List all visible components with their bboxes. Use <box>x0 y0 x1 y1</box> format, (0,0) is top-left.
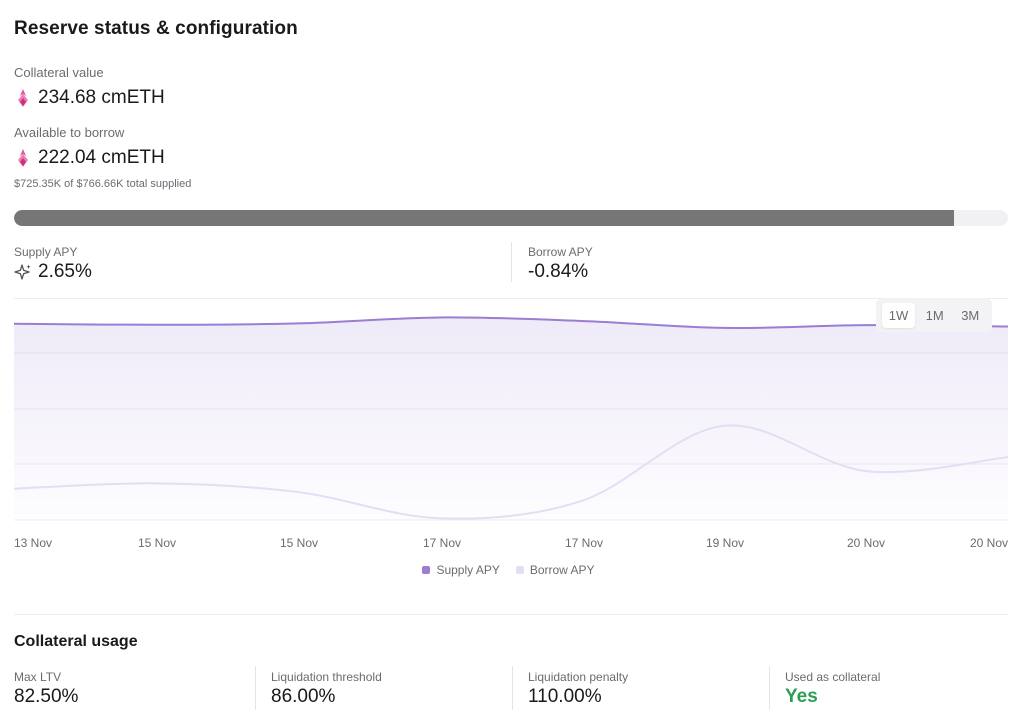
x-tick-label: 17 Nov <box>423 536 462 550</box>
total-supplied-note: $725.35K of $766.66K total supplied <box>14 178 192 190</box>
supply-apy-text: 2.65% <box>38 261 92 282</box>
x-tick-label: 17 Nov <box>565 536 604 550</box>
collateral-value-text: 234.68 cmETH <box>38 87 165 108</box>
liquidation-penalty-value: 110.00% <box>528 686 602 707</box>
x-tick-label: 13 Nov <box>14 536 53 550</box>
legend-swatch-borrow <box>515 566 524 574</box>
apy-chart <box>13 316 1009 521</box>
liquidation-penalty-label: Liquidation penalty <box>528 670 629 684</box>
supply-progress-fill <box>14 210 955 226</box>
cmeth-token-icon <box>18 149 28 167</box>
page-title: Reserve status & configuration <box>14 18 298 39</box>
apy-divider <box>511 242 512 282</box>
borrow-apy-value: -0.84% <box>528 261 588 283</box>
section-divider <box>14 614 1008 615</box>
supply-apy-value: 2.65% <box>14 261 92 283</box>
chart-top-divider <box>14 298 1008 299</box>
liquidation-threshold-value: 86.00% <box>271 686 336 707</box>
supply-progress-bar <box>14 210 1008 226</box>
x-tick-label: 15 Nov <box>280 536 319 550</box>
legend-swatch-supply <box>422 566 431 574</box>
supply-apy-area <box>14 317 1008 520</box>
timeframe-3m-button[interactable]: 3M <box>961 307 980 323</box>
legend-label-borrow: Borrow APY <box>529 563 595 577</box>
x-tick-label: 20 Nov <box>847 536 886 550</box>
supply-apy-line <box>13 316 1009 330</box>
stat-divider <box>512 666 513 710</box>
available-to-borrow-text: 222.04 cmETH <box>38 147 165 168</box>
x-tick-label: 20 Nov <box>970 536 1009 550</box>
legend-supply-apy[interactable]: Supply APY <box>422 563 500 577</box>
collateral-usage-title: Collateral usage <box>14 633 138 650</box>
used-as-collateral-value: Yes <box>785 686 818 707</box>
supply-apy-label: Supply APY <box>14 245 78 259</box>
x-tick-label: 15 Nov <box>138 536 177 550</box>
max-ltv-value: 82.50% <box>14 686 79 707</box>
max-ltv-label: Max LTV <box>14 670 62 684</box>
stat-divider <box>769 666 770 710</box>
borrow-apy-text: -0.84% <box>528 261 589 282</box>
borrow-apy-line <box>13 424 1009 520</box>
timeframe-1m-button[interactable]: 1M <box>925 307 944 323</box>
used-as-collateral-label: Used as collateral <box>785 670 881 684</box>
x-tick-label: 19 Nov <box>706 536 745 550</box>
collateral-value-label: Collateral value <box>14 65 104 80</box>
chart-legend: Supply APY Borrow APY <box>0 563 1017 577</box>
legend-borrow-apy[interactable]: Borrow APY <box>515 563 595 577</box>
stat-divider <box>255 666 256 710</box>
liquidation-threshold-label: Liquidation threshold <box>271 670 382 684</box>
borrow-apy-label: Borrow APY <box>528 245 593 259</box>
available-to-borrow-value: 222.04 cmETH <box>14 147 165 169</box>
available-to-borrow-label: Available to borrow <box>14 125 125 140</box>
cmeth-token-icon <box>18 89 28 107</box>
legend-label-supply: Supply APY <box>436 563 500 577</box>
timeframe-selector: 1W 1M 3M <box>876 298 992 332</box>
sparkle-icon <box>14 264 31 280</box>
collateral-value: 234.68 cmETH <box>14 87 165 109</box>
timeframe-1w-button[interactable]: 1W <box>881 302 916 328</box>
